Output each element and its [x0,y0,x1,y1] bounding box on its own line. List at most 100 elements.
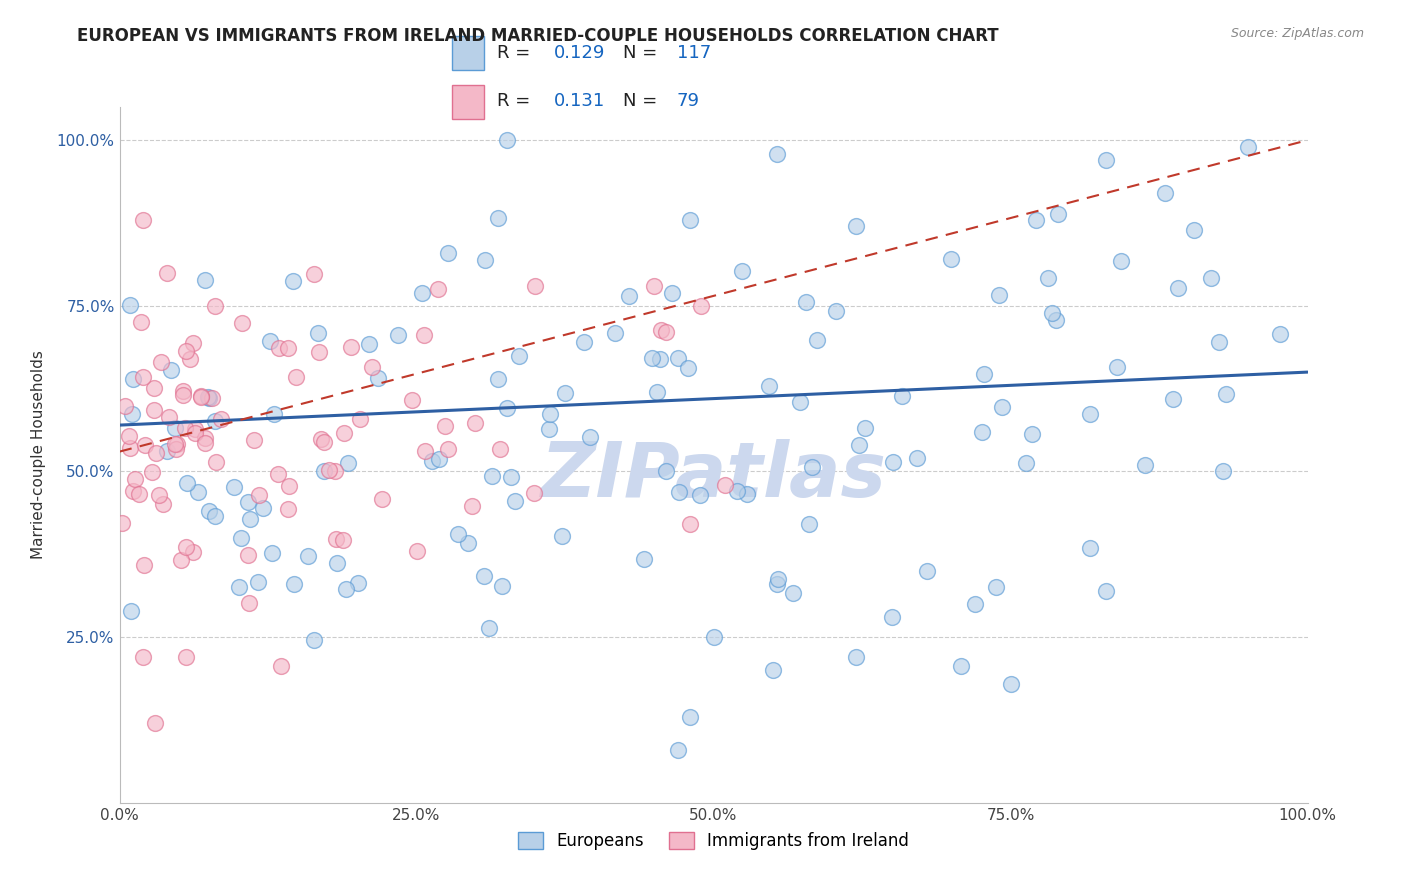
Point [179,352,201,367]
Text: R =: R = [496,92,536,110]
Point [447,527,470,541]
Point [312,464,335,478]
Point [359,337,381,351]
Point [703,630,725,644]
Point [333,426,356,441]
Text: N =: N = [623,44,664,62]
Point [537,422,560,436]
Point [132,212,155,227]
Point [643,279,665,293]
Text: 0.129: 0.129 [554,44,605,62]
Point [302,632,325,647]
Point [209,411,232,425]
Point [1215,386,1237,401]
Point [332,533,354,547]
Point [172,388,194,402]
Point [312,435,335,450]
Point [121,408,143,422]
Point [645,384,668,399]
Point [676,360,699,375]
Point [789,394,811,409]
Point [239,511,262,525]
Point [679,212,702,227]
Point [160,362,183,376]
Point [1268,326,1291,341]
Point [991,400,1014,414]
Point [481,468,503,483]
Point [190,389,212,403]
Text: ZIPatlas: ZIPatlas [540,439,887,513]
Point [156,266,179,280]
Point [768,572,790,586]
Point [118,298,141,312]
Point [204,414,226,428]
Point [1036,271,1059,285]
Point [243,433,266,447]
Point [523,485,546,500]
Point [437,245,460,260]
Point [1135,458,1157,472]
Point [387,328,409,343]
Point [247,488,270,502]
Point [988,288,1011,302]
Point [405,544,427,558]
Point [1208,334,1230,349]
Point [1021,426,1043,441]
Point [654,325,676,339]
Point [122,372,145,386]
Point [174,540,197,554]
Point [917,564,939,578]
Point [201,392,224,406]
Point [949,658,972,673]
Point [165,436,187,450]
Point [1237,140,1260,154]
Point [648,352,671,367]
Point [605,326,627,340]
Point [714,477,737,491]
Point [124,472,146,486]
Point [184,425,207,440]
Point [197,503,219,517]
Text: N =: N = [623,92,664,110]
Point [853,421,876,435]
Point [197,390,219,404]
Point [309,432,332,446]
Point [176,476,198,491]
Point [413,444,436,458]
Point [973,367,995,381]
Point [690,299,713,313]
Point [236,548,259,562]
Point [554,386,576,401]
Point [231,317,253,331]
Point [134,438,156,452]
Point [129,315,152,329]
Point [238,596,260,610]
Point [972,425,994,439]
Point [486,372,509,386]
Point [181,545,204,559]
Point [165,442,187,456]
Point [499,469,522,483]
Point [633,552,655,566]
Point [457,536,479,550]
Point [172,384,194,398]
Point [1161,392,1184,407]
Point [1154,186,1177,201]
Point [666,351,689,366]
Point [336,456,359,470]
Point [478,621,501,635]
Point [224,480,246,494]
Point [302,268,325,282]
Point [194,273,217,287]
Point [118,428,141,442]
Point [666,743,689,757]
Point [1182,223,1205,237]
Y-axis label: Married-couple Households: Married-couple Households [31,351,45,559]
Point [326,557,349,571]
Point [617,289,640,303]
Point [148,487,170,501]
Point [204,299,226,313]
Point [735,486,758,500]
Point [277,501,299,516]
Point [152,497,174,511]
